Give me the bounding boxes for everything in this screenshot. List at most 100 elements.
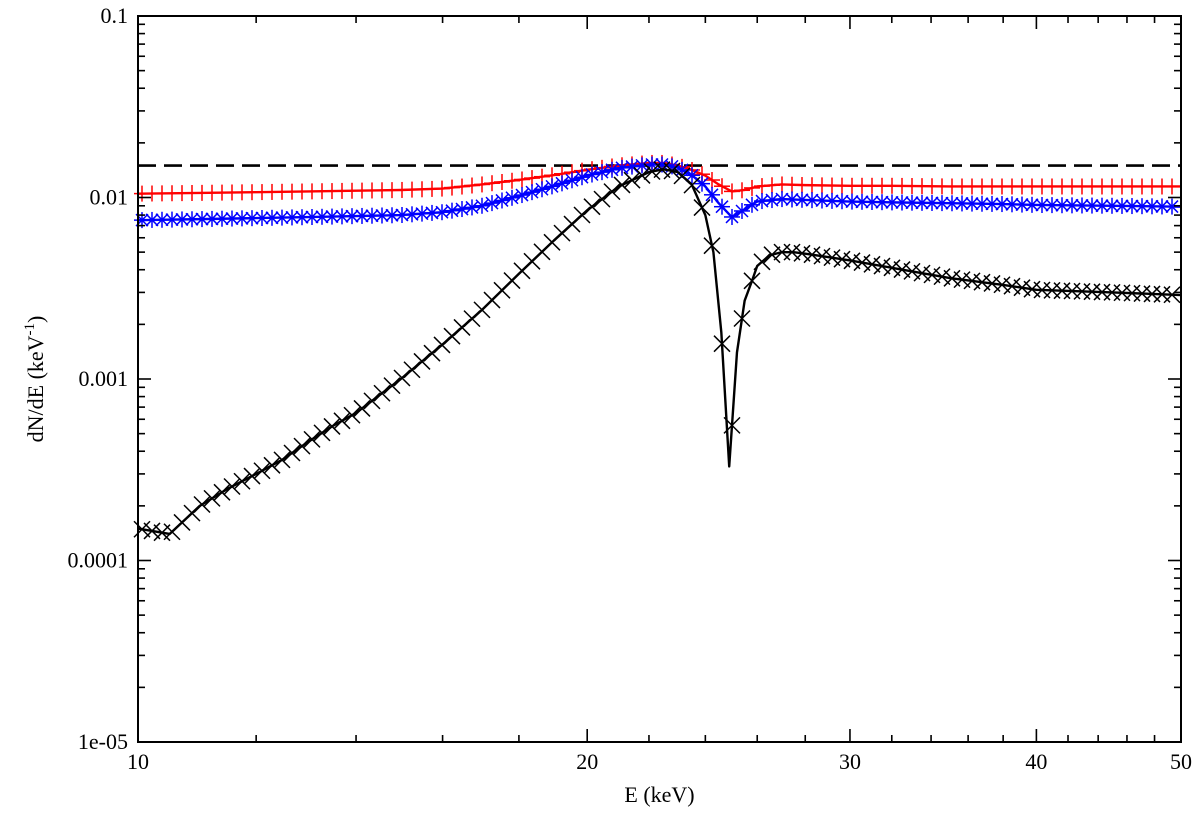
data-point-blue: [284, 209, 300, 226]
data-point-blue: [1114, 197, 1130, 214]
y-axis-label-superscript: -1: [22, 323, 38, 336]
data-point-black: [203, 489, 221, 507]
data-point-black: [253, 462, 271, 480]
data-point-black: [723, 416, 741, 434]
data-point-black: [263, 456, 281, 474]
data-point-blue: [734, 202, 750, 219]
data-point-black: [753, 253, 771, 271]
data-point-black: [593, 190, 611, 208]
data-point-black: [703, 237, 721, 255]
data-point-black: [763, 246, 781, 264]
data-point-blue: [1054, 197, 1070, 214]
x-tick-label: 20: [576, 749, 598, 774]
data-point-blue: [964, 195, 980, 212]
data-point-black: [713, 335, 731, 353]
data-point-black: [323, 417, 341, 435]
data-point-black: [603, 183, 621, 201]
data-point-black: [243, 467, 261, 485]
series-blue: [134, 156, 1182, 229]
data-point-blue: [804, 192, 820, 209]
data-point-black: [273, 451, 291, 469]
data-point-black: [443, 327, 461, 345]
data-point-blue: [794, 191, 810, 208]
data-point-red: [504, 172, 520, 189]
data-point-black: [843, 252, 861, 270]
y-tick-label: 0.001: [79, 366, 129, 391]
data-point-red: [754, 178, 770, 195]
data-point-red: [744, 179, 760, 196]
series-black: [133, 161, 1182, 542]
data-point-black: [863, 255, 881, 273]
data-point-black: [223, 477, 241, 496]
data-point-black: [613, 176, 631, 194]
data-point-blue: [504, 189, 520, 206]
data-point-blue: [684, 167, 700, 184]
data-point-black: [423, 344, 441, 362]
series-layer: [133, 154, 1182, 542]
data-point-black: [583, 198, 601, 216]
data-point-blue: [584, 166, 600, 183]
x-tick-label: 40: [1025, 749, 1047, 774]
data-point-red: [734, 182, 750, 199]
data-point-blue: [184, 211, 200, 228]
data-point-black: [453, 318, 471, 336]
data-point-black: [233, 472, 251, 490]
data-point-blue: [214, 210, 230, 227]
data-point-black: [403, 361, 421, 379]
y-axis-label: dN/dE (keV-1): [22, 316, 48, 443]
data-point-blue: [724, 208, 740, 225]
data-point-blue: [884, 194, 900, 211]
x-axis-label: E (keV): [624, 782, 694, 807]
data-point-black: [663, 162, 681, 180]
data-point-red: [434, 180, 450, 197]
data-point-blue: [264, 209, 280, 226]
x-tick-label: 10: [127, 749, 149, 774]
data-point-blue: [204, 210, 220, 227]
data-point-blue: [704, 186, 720, 203]
data-point-blue: [604, 161, 620, 178]
plot-frame: [137, 15, 1182, 743]
data-point-red: [524, 170, 540, 187]
data-point-blue: [864, 193, 880, 210]
data-point-black: [573, 206, 591, 224]
data-point-blue: [544, 178, 560, 195]
data-point-black: [903, 262, 921, 280]
y-tick-label: 1e-05: [78, 729, 128, 754]
data-point-black: [303, 430, 321, 448]
data-point-black: [193, 495, 211, 514]
data-point-black: [313, 424, 331, 442]
x-tick-label: 50: [1170, 749, 1192, 774]
data-point-black: [363, 392, 381, 410]
data-point-blue: [574, 169, 590, 186]
data-point-black: [433, 336, 451, 354]
data-point-black: [893, 261, 911, 279]
data-point-black: [183, 504, 201, 522]
x-tick-label: 30: [839, 749, 861, 774]
series-red: [134, 154, 1181, 202]
data-point-black: [463, 310, 481, 328]
data-point-red: [484, 175, 500, 192]
y-tick-label: 0.01: [90, 185, 129, 210]
data-point-black: [413, 352, 431, 370]
data-point-blue: [494, 192, 510, 209]
data-point-black: [733, 309, 751, 328]
data-point-red: [514, 171, 530, 188]
data-point-blue: [334, 208, 350, 225]
data-point-black: [693, 199, 711, 217]
data-point-black: [853, 254, 871, 272]
data-point-blue: [404, 206, 420, 223]
data-point-black: [213, 483, 231, 501]
data-point-red: [494, 173, 510, 190]
data-point-black: [343, 406, 361, 424]
data-point-black: [913, 264, 931, 282]
data-point-black: [383, 377, 401, 395]
y-tick-label: 0.0001: [68, 548, 129, 573]
data-point-blue: [314, 208, 330, 225]
data-point-blue: [824, 192, 840, 209]
data-point-black: [633, 166, 651, 184]
data-point-blue: [1164, 198, 1180, 215]
data-point-black: [293, 437, 311, 455]
data-point-red: [724, 183, 740, 200]
data-point-blue: [484, 195, 500, 212]
